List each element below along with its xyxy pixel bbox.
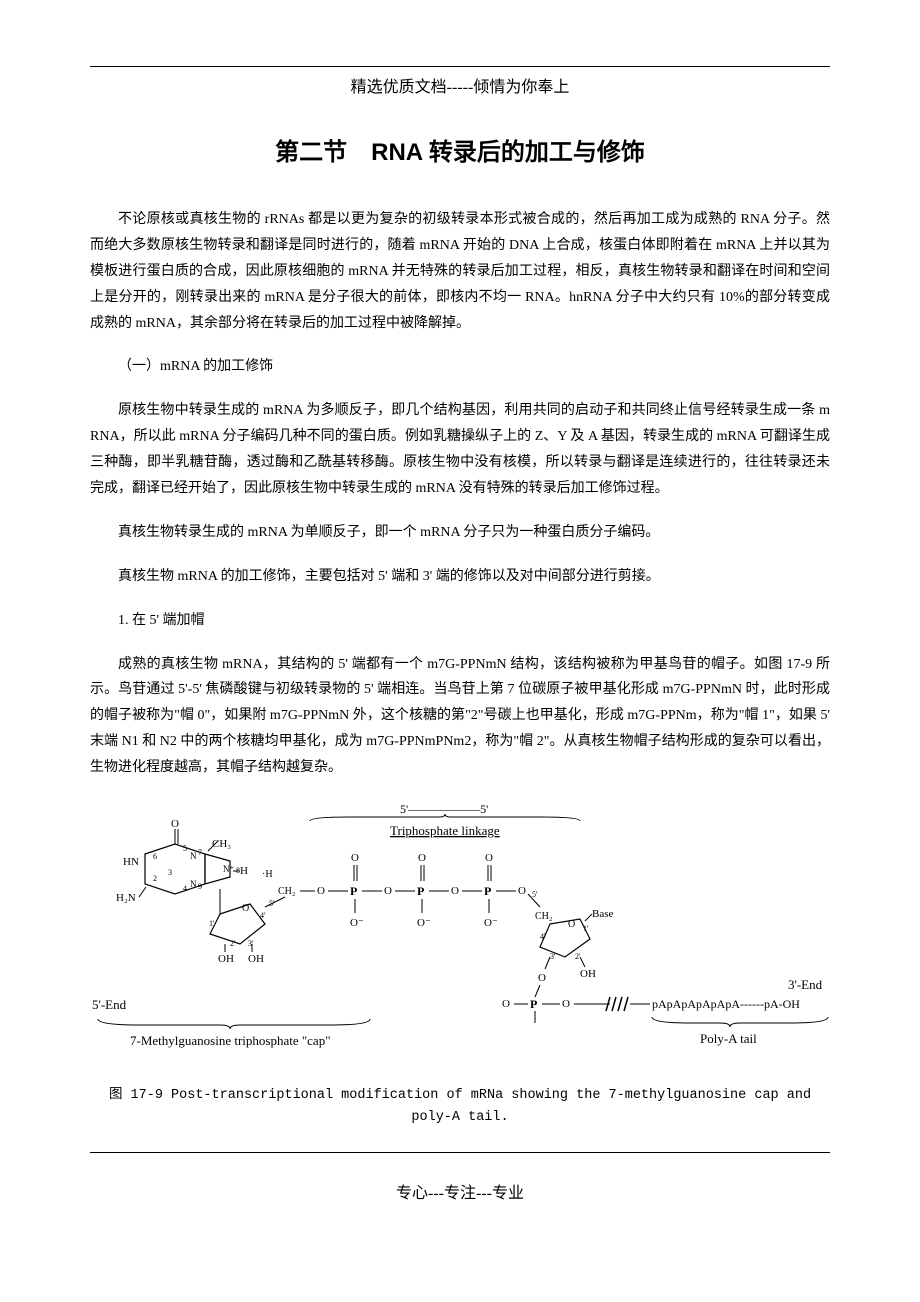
svg-text:4': 4' xyxy=(260,911,266,920)
figure-17-9: 5'——————5' Triphosphate linkage O CH₃ N … xyxy=(90,799,830,1069)
svg-text:N: N xyxy=(190,879,197,889)
intro-paragraph: 不论原核或真核生物的 rRNAs 都是以更为复杂的初级转录本形式被合成的，然后再… xyxy=(90,207,830,336)
svg-text:6: 6 xyxy=(153,852,157,861)
svg-text:3': 3' xyxy=(248,939,254,948)
section-title: 第二节 RNA 转录后的加工与修饰 xyxy=(90,131,830,175)
svg-text:O: O xyxy=(562,998,570,1010)
h-label: ·H xyxy=(262,869,273,880)
header-rule xyxy=(90,66,830,67)
svg-text:2': 2' xyxy=(230,939,236,948)
oh-label: OH xyxy=(580,968,596,980)
subsection-title-1: （一）mRNA 的加工修饰 xyxy=(90,354,830,380)
svg-text:2': 2' xyxy=(575,952,581,961)
cap-label: 7-Methylguanosine triphosphate "cap" xyxy=(130,1033,331,1048)
o-minus-label: O⁻ xyxy=(417,917,431,929)
svg-text:1': 1' xyxy=(583,924,589,933)
svg-text:5': 5' xyxy=(532,890,538,899)
hn-label: HN xyxy=(123,856,139,868)
polya-label: Poly-A tail xyxy=(700,1031,757,1046)
five-to-five-label: 5'——————5' xyxy=(400,802,488,816)
figure-caption: 图 17-9 Post-transcriptional modification… xyxy=(90,1085,830,1128)
ch2-label: CH₂ xyxy=(535,911,552,922)
svg-text:9: 9 xyxy=(198,882,202,891)
svg-text:O: O xyxy=(502,998,510,1010)
caption-line-2: poly-A tail. xyxy=(411,1110,508,1125)
svg-text:4: 4 xyxy=(183,884,187,893)
svg-text:5: 5 xyxy=(183,844,187,853)
svg-text:3': 3' xyxy=(550,952,556,961)
svg-text:O: O xyxy=(568,919,575,930)
ch2-label: CH₂ xyxy=(278,886,295,897)
brace-cap xyxy=(98,1019,370,1029)
caption-line-1: 图 17-9 Post-transcriptional modification… xyxy=(109,1088,811,1103)
triphosphate-label: Triphosphate linkage xyxy=(390,823,500,838)
cap-structure-diagram: 5'——————5' Triphosphate linkage O CH₃ N … xyxy=(90,799,830,1059)
p-atom: P xyxy=(350,884,357,898)
page-footer: 专心---专注---专业 xyxy=(90,1173,830,1209)
svg-text:O: O xyxy=(538,972,546,984)
p-atom: P xyxy=(530,997,537,1011)
body-paragraph: 真核生物转录生成的 mRNA 为单顺反子，即一个 mRNA 分子只为一种蛋白质分… xyxy=(90,520,830,546)
body-paragraph: 成熟的真核生物 mRNA，其结构的 5' 端都有一个 m7G-PPNmN 结构，… xyxy=(90,652,830,781)
svg-text:N⁺: N⁺ xyxy=(223,864,234,874)
page-header: 精选优质文档-----倾情为你奉上 xyxy=(90,73,830,103)
svg-text:O: O xyxy=(242,903,249,914)
svg-text:O: O xyxy=(317,885,325,897)
svg-text:O: O xyxy=(451,885,459,897)
footer-rule xyxy=(90,1152,830,1153)
five-end-label: 5'-End xyxy=(92,997,127,1012)
svg-text:3: 3 xyxy=(168,868,172,877)
svg-text:1': 1' xyxy=(209,919,215,928)
svg-text:2: 2 xyxy=(153,874,157,883)
h2n-label: H₂N xyxy=(116,892,136,904)
o-minus-label: O⁻ xyxy=(484,917,498,929)
oh-label: OH xyxy=(248,953,264,965)
brace-top xyxy=(310,814,580,821)
p-atom: P xyxy=(417,884,424,898)
svg-text:O: O xyxy=(485,852,493,864)
oh-label: OH xyxy=(218,953,234,965)
svg-text:7: 7 xyxy=(198,848,202,857)
svg-text:4': 4' xyxy=(540,932,546,941)
brace-polya xyxy=(652,1017,828,1027)
body-paragraph: 真核生物 mRNA 的加工修饰，主要包括对 5' 端和 3' 端的修饰以及对中间… xyxy=(90,564,830,590)
base-label: Base xyxy=(592,908,614,920)
polya-sequence: pApApApApApA------pA-OH xyxy=(652,997,800,1011)
svg-text:O: O xyxy=(518,885,526,897)
svg-text:O: O xyxy=(351,852,359,864)
p-atom: P xyxy=(484,884,491,898)
o-atom: O xyxy=(171,818,179,830)
item-title: 1. 在 5' 端加帽 xyxy=(90,608,830,634)
body-paragraph: 原核生物中转录生成的 mRNA 为多顺反子，即几个结构基因，利用共同的启动子和共… xyxy=(90,398,830,502)
ribose-1 xyxy=(210,904,265,944)
svg-text:N: N xyxy=(190,851,197,861)
svg-text:O: O xyxy=(384,885,392,897)
three-end-label: 3'-End xyxy=(788,977,823,992)
o-minus-label: O⁻ xyxy=(350,917,364,929)
h-label: H xyxy=(240,865,248,877)
svg-text:O: O xyxy=(418,852,426,864)
